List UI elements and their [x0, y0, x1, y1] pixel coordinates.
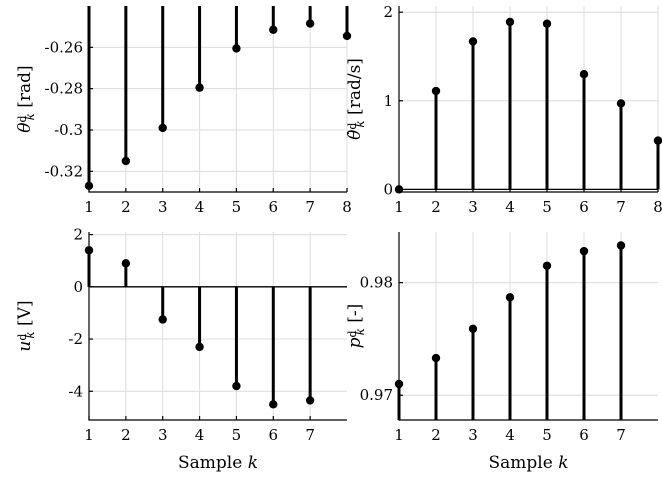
stem-marker: [158, 315, 167, 324]
x-tick-label: 3: [468, 426, 478, 444]
stem-marker: [342, 31, 352, 41]
y-tick-label: -0.3: [54, 121, 83, 139]
x-tick-label: 2: [431, 426, 441, 444]
stem-marker: [579, 70, 589, 79]
stem-marker: [431, 86, 441, 96]
stem-marker: [505, 17, 515, 27]
x-tick-label: 3: [158, 426, 168, 444]
stem-marker: [269, 25, 278, 34]
x-tick-label: 1: [84, 198, 94, 216]
panel-theta: 1 2 3 4 5 6 7 8 -0.32 -0.3 -0.28 -0.26 θdk [rad]: [15, 6, 352, 216]
x-tick-label: 3: [158, 198, 168, 216]
stem-marker: [232, 44, 241, 53]
stem-marker: [232, 381, 241, 391]
y-tick-label: -0.26: [45, 38, 83, 56]
stem-marker: [653, 136, 662, 145]
stem-marker: [305, 396, 315, 405]
x-tick-label: 4: [195, 198, 205, 216]
panel-u: 1 2 3 4 5 6 7 -4 -2 0 2 udk [V] Sample k: [15, 226, 347, 473]
stem-marker: [616, 241, 626, 250]
x-tick-label: 8: [342, 198, 352, 216]
x-tick-label: 5: [542, 426, 552, 444]
stem-marker: [121, 259, 131, 268]
stem-marker: [579, 246, 589, 256]
y-axis-label: θdk [rad]: [15, 65, 37, 132]
x-tick-label: 4: [505, 198, 515, 216]
stem-marker: [505, 293, 515, 302]
y-tick-label: -0.28: [45, 80, 83, 98]
x-tick-label: 5: [232, 198, 242, 216]
stem-marker: [616, 99, 626, 108]
stem-marker: [158, 123, 167, 133]
stem-marker: [394, 185, 404, 194]
x-tick-label: 6: [579, 198, 589, 216]
axes: [398, 232, 658, 421]
stem-marker: [121, 156, 131, 166]
stem-marker: [195, 342, 204, 352]
y-tick-label: -2: [68, 330, 83, 348]
stem-marker: [305, 19, 315, 28]
y-tick-label: 2: [383, 3, 393, 21]
axes: [398, 6, 658, 193]
x-axis-label: Sample k: [489, 453, 569, 473]
stem-marker: [468, 37, 478, 46]
y-axis-label: udk [V]: [15, 300, 37, 351]
x-tick-label: 7: [305, 426, 315, 444]
stem-marker: [84, 181, 94, 190]
x-tick-label: 6: [579, 426, 589, 444]
x-tick-label: 6: [269, 198, 279, 216]
stem-marker: [542, 261, 552, 270]
x-tick-label: 5: [232, 426, 242, 444]
y-axis-label: pdk [-]: [345, 304, 367, 349]
x-tick-label: 7: [305, 198, 315, 216]
y-tick-label: 2: [73, 226, 83, 244]
y-tick-label: 0.98: [360, 274, 393, 292]
stem-marker: [468, 324, 478, 334]
y-tick-label: 1: [383, 92, 393, 110]
y-tick-label: 0: [73, 278, 83, 296]
panel-p: 1 2 3 4 5 6 7 0.97 0.98 pdk [-] Sample k: [345, 232, 658, 473]
y-tick-label: 0: [383, 180, 393, 198]
y-tick-label: -0.32: [45, 162, 83, 180]
stem-marker: [394, 379, 404, 389]
y-tick-label: 0.97: [360, 386, 393, 404]
x-tick-label: 1: [394, 426, 404, 444]
x-tick-label: 5: [542, 198, 552, 216]
x-tick-label: 2: [431, 198, 441, 216]
x-tick-label: 3: [468, 198, 478, 216]
x-tick-label: 7: [616, 198, 626, 216]
x-tick-label: 8: [653, 198, 662, 216]
x-tick-label: 6: [269, 426, 279, 444]
y-tick-label: -4: [68, 382, 83, 400]
y-axis-label: θ̇dk [rad/s]: [345, 58, 367, 140]
stem-marker: [431, 353, 441, 363]
stem-marker: [542, 19, 552, 28]
stem-marker: [269, 400, 278, 409]
x-tick-label: 2: [121, 426, 131, 444]
x-tick-label: 7: [616, 426, 626, 444]
x-tick-label: 4: [505, 426, 515, 444]
x-tick-label: 4: [195, 426, 205, 444]
x-tick-label: 1: [84, 426, 94, 444]
stem-marker: [195, 83, 204, 92]
x-tick-label: 1: [394, 198, 404, 216]
stem-marker: [84, 246, 94, 255]
x-tick-label: 2: [121, 198, 131, 216]
x-axis-label: Sample k: [178, 453, 258, 473]
